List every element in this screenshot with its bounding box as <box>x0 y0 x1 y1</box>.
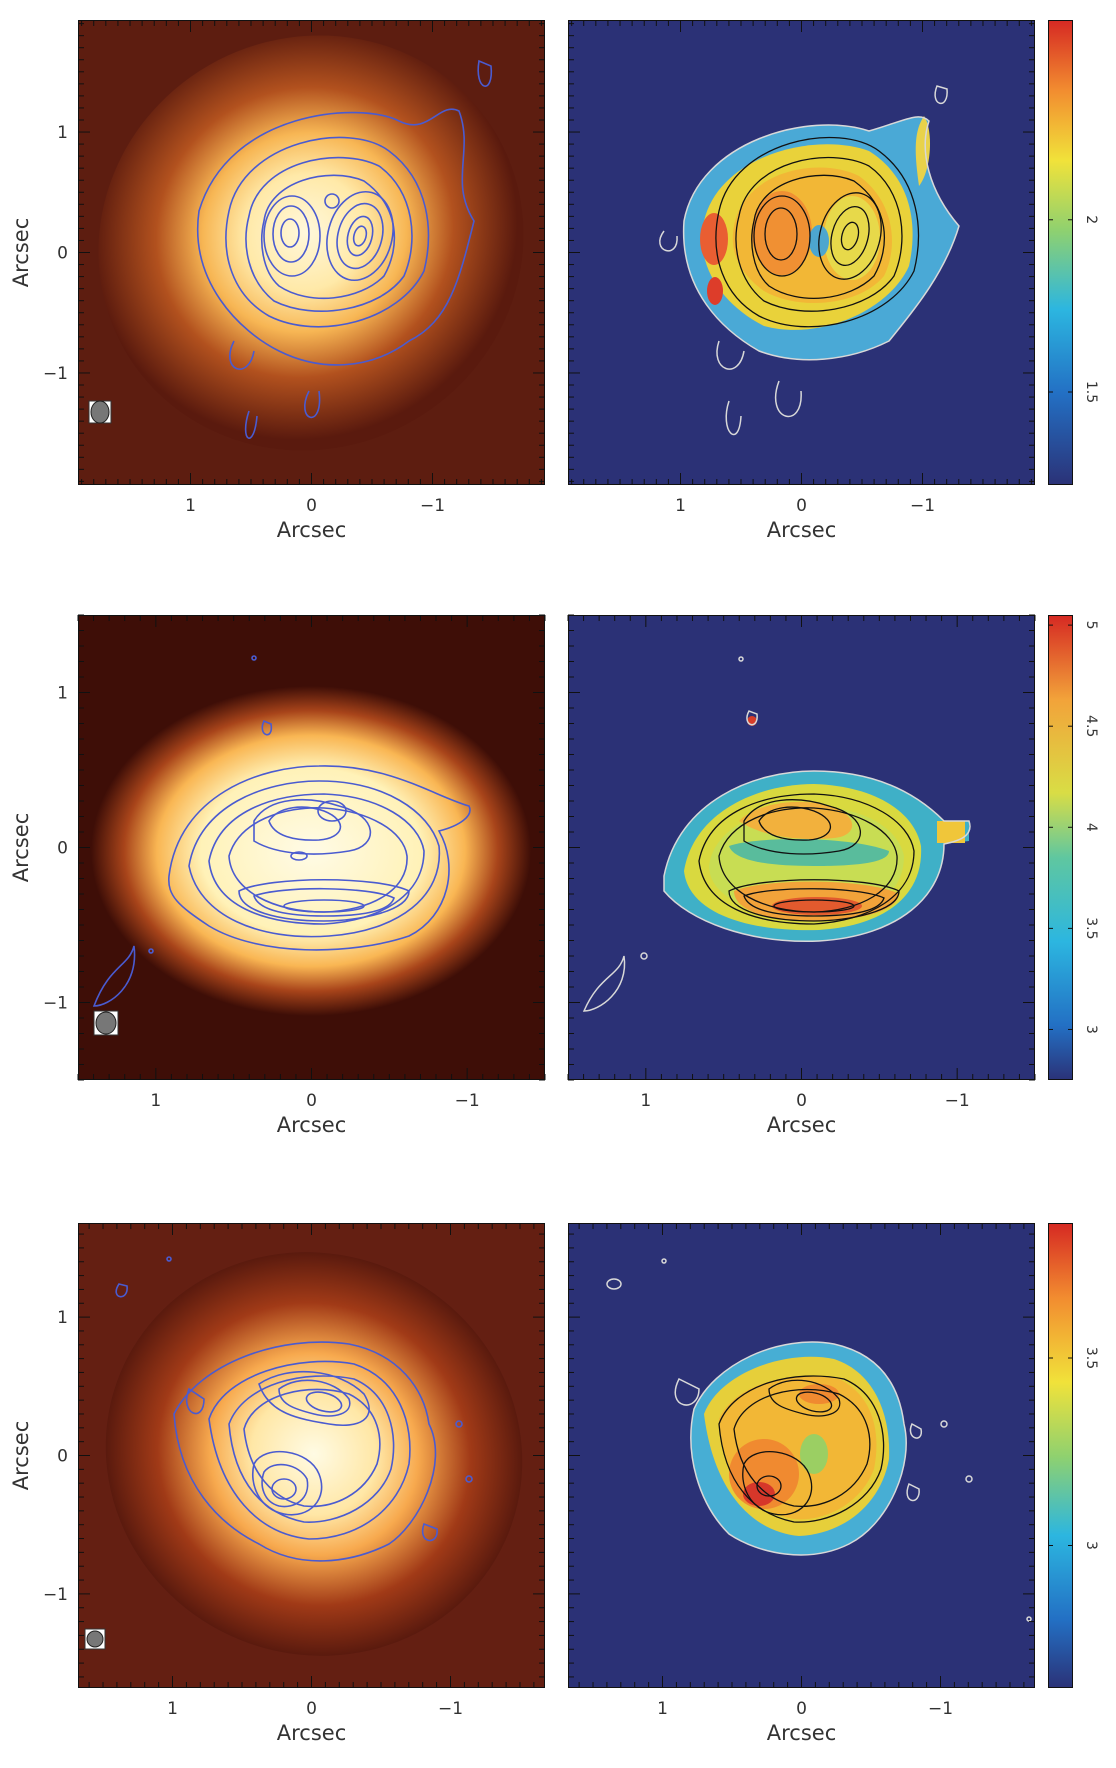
y-tick-label: 1 <box>57 1308 68 1328</box>
y-axis-title: Arcsec <box>9 813 33 883</box>
x-axis-title: Arcsec <box>277 518 347 542</box>
x-axis-title: Arcsec <box>767 1113 837 1137</box>
y-axis-title: Arcsec <box>9 218 33 288</box>
x-tick-label: 1 <box>185 496 196 516</box>
row2-colorbar <box>1048 615 1073 1080</box>
y-tick-label: 0 <box>57 839 68 859</box>
x-axis-title: Arcsec <box>277 1721 347 1745</box>
row2-map-image <box>569 616 1034 1079</box>
x-tick-label: −1 <box>945 1091 970 1111</box>
x-tick-label: 1 <box>675 496 686 516</box>
x-tick-label: 0 <box>796 1091 807 1111</box>
beam-ellipse-icon <box>84 1628 106 1650</box>
x-tick-label: −1 <box>420 496 445 516</box>
x-tick-label: 1 <box>150 1091 161 1111</box>
row1-intensity-panel <box>78 20 545 485</box>
y-tick-label: 1 <box>57 684 68 704</box>
y-tick-label: −1 <box>43 364 68 384</box>
row1-map-panel <box>568 20 1035 485</box>
x-tick-label: 1 <box>167 1699 178 1719</box>
x-tick-label: 1 <box>657 1699 668 1719</box>
y-tick-label: 0 <box>57 1447 68 1467</box>
x-axis-title: Arcsec <box>767 518 837 542</box>
x-tick-label: 0 <box>306 496 317 516</box>
row2-intensity-panel <box>78 615 545 1080</box>
colorbar-tick-label: 3.5 <box>1083 917 1099 939</box>
row2-map-contours <box>698 793 915 925</box>
row3-intensity-panel <box>78 1223 545 1688</box>
row3-contours <box>115 1256 473 1562</box>
row1-map-image <box>569 21 1034 484</box>
x-axis-title: Arcsec <box>277 1113 347 1137</box>
x-tick-label: 1 <box>640 1091 651 1111</box>
row3-colorbar <box>1048 1223 1073 1688</box>
y-tick-label: −1 <box>43 1585 68 1605</box>
row2-intensity-image <box>79 616 544 1079</box>
x-tick-label: −1 <box>455 1091 480 1111</box>
x-tick-label: 0 <box>306 1699 317 1719</box>
row3-map-panel <box>568 1223 1035 1688</box>
colorbar-tick-label: 2 <box>1083 215 1099 224</box>
row2-map-panel <box>568 615 1035 1080</box>
colorbar-tick-label: 3.5 <box>1083 1347 1099 1369</box>
x-tick-label: 0 <box>796 1699 807 1719</box>
beam-ellipse-icon <box>88 400 112 424</box>
colorbar-tick-label: 3 <box>1083 1541 1099 1550</box>
x-tick-label: −1 <box>910 496 935 516</box>
row3-map-image <box>569 1224 1034 1687</box>
y-tick-label: 0 <box>57 244 68 264</box>
x-axis-title: Arcsec <box>767 1721 837 1745</box>
colorbar-tick-label: 5 <box>1083 621 1099 630</box>
y-tick-label: 1 <box>57 123 68 143</box>
row1-intensity-image <box>79 21 544 484</box>
y-axis-title: Arcsec <box>9 1421 33 1491</box>
row1-map-contours <box>715 136 920 328</box>
x-tick-label: 0 <box>796 496 807 516</box>
x-tick-label: −1 <box>438 1699 463 1719</box>
colorbar-tick-label: 1.5 <box>1083 381 1099 403</box>
row3-map-contours <box>718 1375 885 1523</box>
row3-intensity-image <box>79 1224 544 1687</box>
colorbar-tick-label: 4.5 <box>1083 715 1099 737</box>
beam-ellipse-icon <box>93 1010 119 1036</box>
colorbar-tick-label: 3 <box>1083 1025 1099 1034</box>
row1-colorbar <box>1048 20 1073 485</box>
colorbar-tick-label: 4 <box>1083 823 1099 832</box>
x-tick-label: −1 <box>928 1699 953 1719</box>
x-tick-label: 0 <box>306 1091 317 1111</box>
row2-contours <box>92 655 471 1007</box>
row1-contours <box>196 59 493 439</box>
y-tick-label: −1 <box>43 994 68 1014</box>
